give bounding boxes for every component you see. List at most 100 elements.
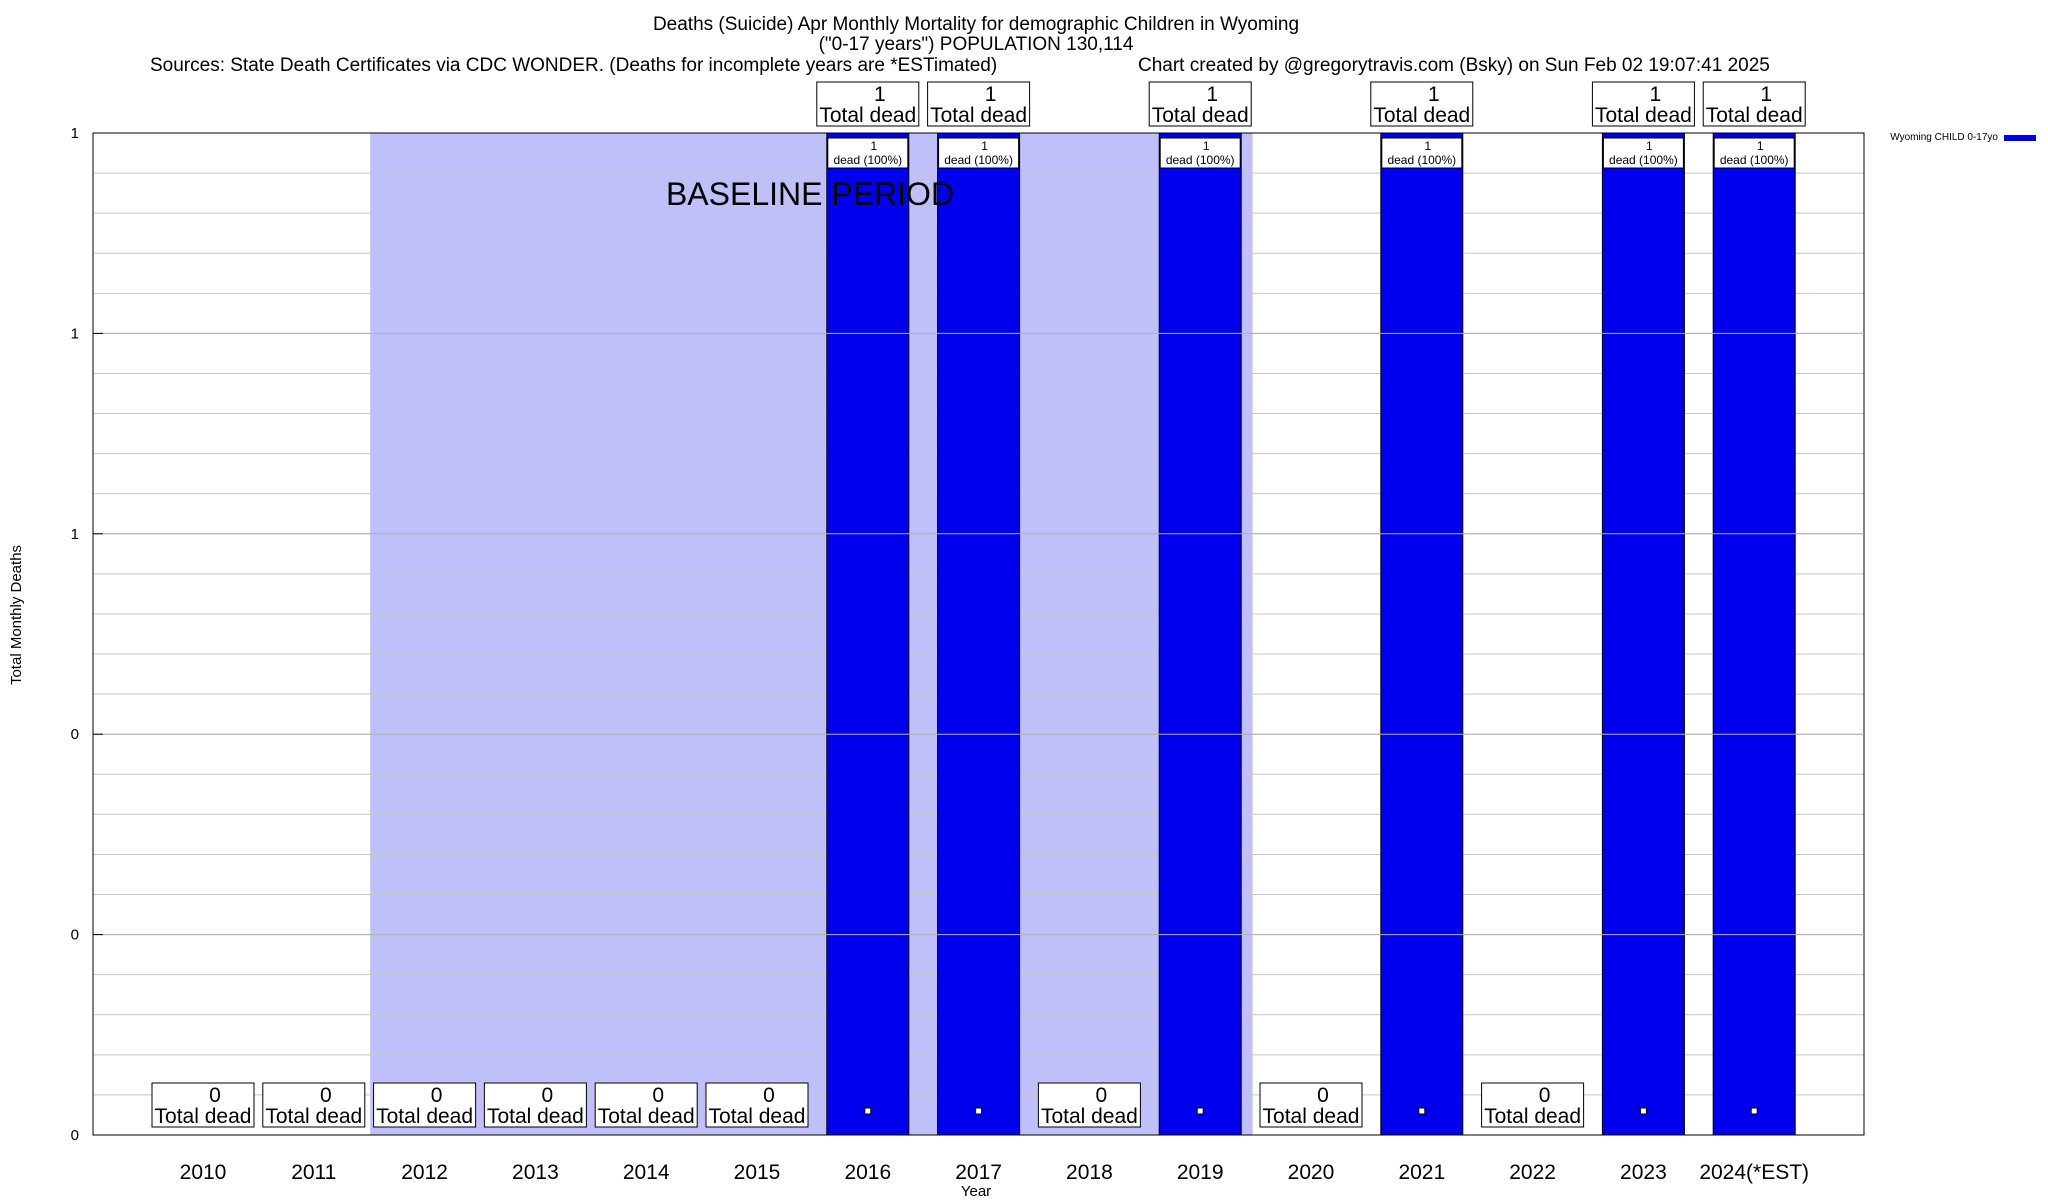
x-tick-marker <box>1418 1107 1426 1115</box>
bar-2023 <box>1601 132 1685 1136</box>
x-tick-marker <box>1750 1107 1758 1115</box>
bar-label-box <box>1713 137 1795 169</box>
bar-label-text: dead (100%) <box>1166 153 1235 167</box>
total-label-count: 0 <box>1539 1084 1551 1107</box>
total-label-text: Total dead <box>1263 1105 1360 1128</box>
x-tick-label: 2017 <box>955 1161 1002 1184</box>
total-label-box <box>816 81 920 127</box>
legend-series-name: Wyoming CHILD 0-17yo <box>1890 132 1998 143</box>
total-label-count: 1 <box>1428 83 1440 106</box>
total-label-box <box>483 1082 587 1128</box>
total-label-text: Total dead <box>1373 104 1470 127</box>
x-tick-label: 2021 <box>1398 1161 1445 1184</box>
total-label-count: 0 <box>652 1084 664 1107</box>
total-label-count: 0 <box>431 1084 443 1107</box>
total-label-count: 1 <box>985 83 997 106</box>
bar-label-text: dead (100%) <box>833 153 902 167</box>
x-tick-label: 2019 <box>1177 1161 1224 1184</box>
bar-label-count: 1 <box>870 139 877 153</box>
chart-credit: Chart created by @gregorytravis.com (Bsk… <box>1138 55 1770 76</box>
total-label-box <box>705 1082 809 1128</box>
chart-subtitle: ("0-17 years") POPULATION 130,114 <box>819 34 1134 55</box>
bar-2021 <box>1380 132 1464 1136</box>
total-label-text: Total dead <box>1484 1105 1581 1128</box>
bar-label-text: dead (100%) <box>1609 153 1678 167</box>
bar-label-count: 1 <box>981 139 988 153</box>
total-label-count: 1 <box>1760 83 1772 106</box>
x-tick-label: 2020 <box>1288 1161 1335 1184</box>
x-axis-label: Year <box>961 1183 991 1200</box>
total-label-box <box>1037 1082 1141 1128</box>
total-label-text: Total dead <box>1706 104 1803 127</box>
bar-2016 <box>826 132 910 1136</box>
x-tick-label: 2015 <box>734 1161 781 1184</box>
bar-2024(*EST) <box>1712 132 1796 1136</box>
total-label-box <box>1148 81 1252 127</box>
plot-frame: 0 0 0 1 1 1 <box>71 125 1865 1144</box>
total-label-count: 1 <box>1650 83 1662 106</box>
x-tick-label: 2011 <box>291 1161 336 1184</box>
bar-label-count: 1 <box>1203 139 1210 153</box>
x-tick-label: 2012 <box>401 1161 448 1184</box>
total-label-box <box>927 81 1031 127</box>
total-label-count: 0 <box>209 1084 221 1107</box>
total-label-box <box>151 1082 255 1128</box>
total-label-text: Total dead <box>709 1105 806 1128</box>
chart-title: Deaths (Suicide) Apr Monthly Mortality f… <box>653 14 1299 35</box>
y-tick-label: 0 <box>71 726 79 743</box>
x-tick-label: 2014 <box>623 1161 670 1184</box>
x-tick-label: 2018 <box>1066 1161 1113 1184</box>
y-tick-label: 1 <box>71 325 79 342</box>
total-label-box <box>1370 81 1474 127</box>
bars-layer <box>826 132 1796 1136</box>
legend-swatch <box>2004 135 2036 141</box>
total-label-box <box>594 1082 698 1128</box>
total-label-box <box>1702 81 1806 127</box>
bar-label-text: dead (100%) <box>1720 153 1789 167</box>
bar-label-count: 1 <box>1646 139 1653 153</box>
total-label-text: Total dead <box>487 1105 584 1128</box>
chart-sources: Sources: State Death Certificates via CD… <box>150 55 997 76</box>
total-label-text: Total dead <box>376 1105 473 1128</box>
total-label-count: 0 <box>542 1084 554 1107</box>
total-label-text: Total dead <box>1595 104 1692 127</box>
x-tick-label: 2010 <box>180 1161 227 1184</box>
total-label-box <box>1591 81 1695 127</box>
bar-label-box <box>827 137 909 169</box>
x-tick-label: 2013 <box>512 1161 559 1184</box>
x-tick-marker <box>975 1107 983 1115</box>
bar-label-box <box>938 137 1020 169</box>
total-label-box <box>262 1082 366 1128</box>
y-tick-label: 0 <box>71 1127 79 1144</box>
total-label-count: 0 <box>320 1084 332 1107</box>
x-tick-label: 2016 <box>844 1161 891 1184</box>
y-axis-label: Total Monthly Deaths <box>8 545 25 685</box>
bar-label-box <box>1159 137 1241 169</box>
legend: Wyoming CHILD 0-17yo <box>1890 132 2036 143</box>
bar-label-box <box>1381 137 1463 169</box>
total-label-count: 0 <box>1096 1084 1108 1107</box>
total-label-text: Total dead <box>930 104 1027 127</box>
total-label-text: Total dead <box>155 1105 252 1128</box>
total-label-text: Total dead <box>1041 1105 1138 1128</box>
bar-label-count: 1 <box>1757 139 1764 153</box>
bar-label-text: dead (100%) <box>1387 153 1456 167</box>
